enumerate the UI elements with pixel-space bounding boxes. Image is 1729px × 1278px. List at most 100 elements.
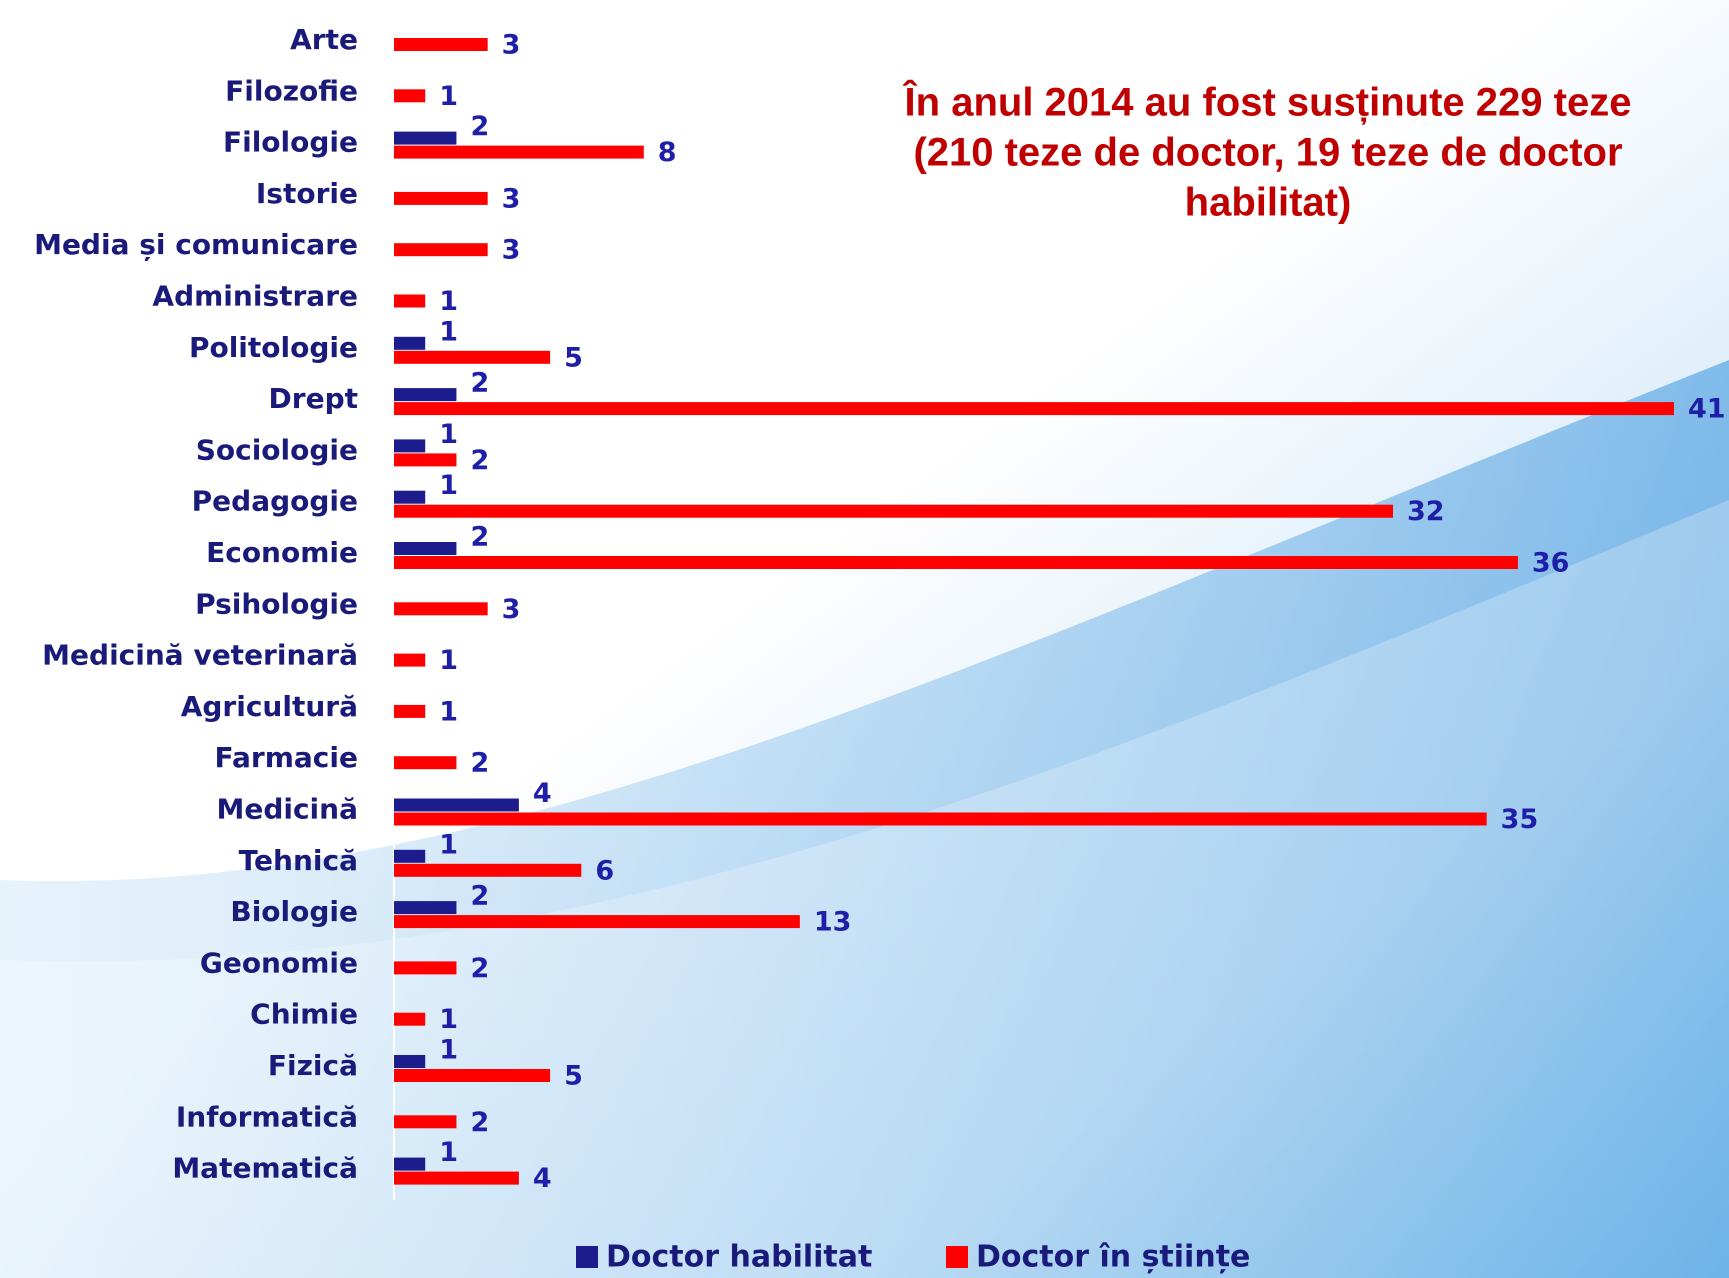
category-label: Istorie (256, 177, 358, 210)
bar (394, 89, 426, 103)
value-label: 1 (439, 286, 458, 317)
category-label: Informatică (176, 1100, 358, 1133)
category-label: Politologie (189, 331, 358, 364)
bar (394, 1055, 426, 1068)
value-label: 1 (439, 1137, 458, 1168)
value-label: 1 (439, 419, 458, 450)
bar (394, 961, 457, 975)
bar (394, 901, 457, 915)
bar (394, 556, 1518, 569)
value-label: 2 (470, 111, 489, 142)
value-label: 35 (1501, 804, 1539, 835)
bar (394, 863, 582, 877)
value-label: 1 (439, 645, 458, 676)
category-label: Media și comunicare (34, 228, 358, 261)
legend-swatch (946, 1246, 968, 1268)
bar (394, 798, 519, 812)
bar (394, 191, 488, 205)
value-label: 4 (533, 778, 552, 809)
value-label: 2 (470, 1107, 489, 1138)
value-label: 2 (470, 953, 489, 984)
value-label: 32 (1407, 496, 1445, 527)
bar (394, 388, 457, 402)
value-label: 1 (439, 470, 458, 501)
value-label: 1 (439, 81, 458, 112)
category-label: Fizică (268, 1049, 358, 1082)
value-label: 1 (439, 316, 458, 347)
category-label: Farmacie (215, 741, 358, 774)
value-label: 8 (658, 137, 677, 168)
value-label: 13 (814, 907, 852, 938)
bar (394, 439, 426, 453)
value-label: 3 (502, 594, 521, 625)
value-label: 2 (470, 522, 489, 553)
chart-title: În anul 2014 au fost susținute 229 teze (903, 79, 1632, 125)
value-label: 3 (502, 183, 521, 214)
bar (394, 1115, 457, 1129)
value-label: 3 (502, 235, 521, 266)
value-label: 2 (470, 748, 489, 779)
value-label: 2 (470, 368, 489, 399)
value-label: 1 (439, 696, 458, 727)
value-label: 6 (595, 855, 614, 886)
bar (394, 131, 457, 145)
bar (394, 243, 488, 257)
bar (394, 1171, 519, 1185)
category-label: Medicină (216, 793, 358, 826)
category-label: Drept (269, 382, 358, 415)
bar (394, 602, 488, 616)
bar (394, 849, 426, 863)
category-label: Medicină veterinară (42, 639, 358, 672)
value-label: 2 (470, 445, 489, 476)
bar (394, 915, 800, 929)
legend-label: Doctor habilitat (606, 1240, 872, 1275)
category-label: Filozofie (225, 74, 358, 107)
bar (394, 145, 644, 159)
category-label: Administrare (152, 280, 358, 313)
category-label: Filologie (223, 126, 358, 159)
category-label: Sociologie (196, 433, 358, 466)
bar (394, 1157, 426, 1171)
value-label: 36 (1532, 548, 1570, 579)
category-label: Tehnică (239, 844, 358, 877)
category-label: Chimie (250, 998, 358, 1031)
bar (394, 542, 457, 555)
bar (394, 756, 457, 770)
value-label: 3 (502, 30, 521, 61)
value-label: 5 (564, 1061, 583, 1092)
category-label: Psihologie (195, 587, 358, 620)
value-label: 4 (533, 1163, 552, 1194)
legend-swatch (576, 1246, 598, 1268)
bar (394, 350, 551, 364)
bar (394, 1069, 551, 1082)
bar (394, 490, 426, 504)
category-label: Agricultură (181, 690, 358, 723)
category-label: Biologie (230, 895, 358, 928)
bar (394, 504, 1394, 518)
category-label: Arte (290, 23, 358, 56)
background-swoosh (0, 500, 1729, 1278)
bar (394, 1012, 426, 1026)
category-label: Geonomie (200, 946, 358, 979)
value-label: 1 (439, 1004, 458, 1035)
value-label: 1 (439, 1035, 458, 1066)
value-label: 2 (470, 881, 489, 912)
bar (394, 336, 426, 350)
bar (394, 653, 426, 667)
value-label: 1 (439, 829, 458, 860)
chart-title: (210 teze de doctor, 19 teze de doctor (913, 131, 1622, 175)
chart-title: habilitat) (1185, 181, 1352, 225)
category-label: Economie (206, 536, 358, 569)
bar (394, 402, 1674, 416)
value-label: 5 (564, 342, 583, 373)
bar (394, 294, 426, 308)
bar (394, 453, 457, 467)
bar (394, 704, 426, 718)
category-label: Pedagogie (192, 485, 358, 518)
category-label: Matematică (172, 1152, 358, 1185)
legend-label: Doctor în științe (976, 1240, 1250, 1275)
value-label: 41 (1688, 394, 1726, 425)
bar (394, 812, 1487, 826)
